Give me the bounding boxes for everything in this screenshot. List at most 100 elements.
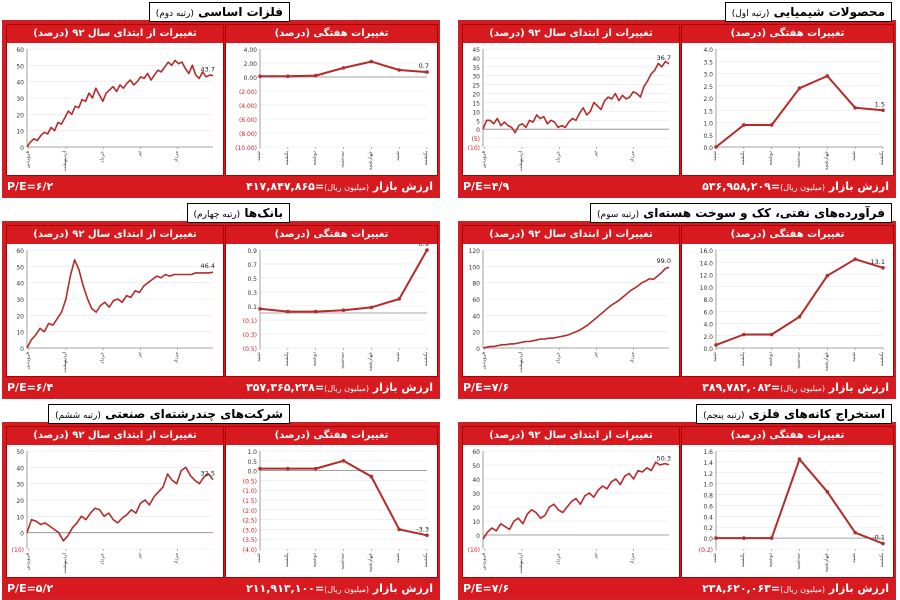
y-tick-label: (0.1): [243, 318, 257, 325]
x-tick-label: مرداد: [174, 352, 180, 364]
y-tick-label: 16.0: [700, 248, 714, 255]
end-value-label: -0.1: [872, 534, 885, 542]
panel-basic-metals: تغییرات از ابتدای سال ۹۲ (درصد) 0 10 20 30 40…: [2, 2, 440, 198]
x-tick-label: مرداد: [174, 151, 180, 163]
panel-footer: P/E=۶/۴ ارزش بازار (میلیون ریال)=۳۵۷,۳۶۵,…: [3, 378, 439, 398]
x-tick-label: یکشنبه: [423, 351, 429, 366]
y-tick-label: (0.5): [243, 478, 257, 485]
data-point: [881, 108, 885, 113]
market-value: ارزش بازار (میلیون ریال)=۲۱۱,۹۱۳,۱۰۰: [246, 579, 433, 600]
data-point: [425, 248, 429, 252]
ytd-chart: تغییرات از ابتدای سال ۹۲ (درصد) 0 20 40 60 80…: [462, 225, 680, 377]
x-tick-label: یکشنبه: [879, 552, 885, 567]
panel-frame: تغییرات از ابتدای سال ۹۲ (درصد) 0 20 40 60 80…: [458, 221, 896, 399]
x-tick-label: یکشنبه: [284, 552, 290, 567]
end-value-label: 13.1: [871, 258, 885, 266]
industry-name: بانک‌ها: [240, 206, 283, 220]
industry-name: فلزات اساسی: [193, 5, 283, 19]
y-tick-label: 0.00: [244, 75, 258, 82]
y-tick-label: 2.0: [703, 96, 713, 103]
y-tick-label: (5): [472, 136, 481, 143]
x-tick-label: اردیبهشت: [62, 553, 68, 574]
y-tick-label: 0.3: [247, 290, 257, 297]
x-tick-label: سه‌شنبه: [796, 151, 802, 168]
y-tick-label: 1.2: [703, 471, 713, 478]
panel-footer: P/E=۶/۲ ارزش بازار (میلیون ریال)=۴۱۷,۸۴۷,…: [3, 177, 439, 197]
data-point: [341, 66, 346, 70]
data-point: [313, 309, 318, 314]
x-tick-label: تیر: [592, 351, 598, 358]
panel-title: فلزات اساسی (رتبه دوم): [148, 2, 290, 22]
data-point: [286, 309, 290, 314]
y-tick-label: (0.2): [699, 547, 713, 554]
industry-name: فرآورده‌های نفتی، کک و سوخت هسته‌ای: [639, 206, 885, 220]
panel-footer: P/E=۵/۲ ارزش بازار (میلیون ریال)=۲۱۱,۹۱۳,…: [3, 579, 439, 599]
x-tick-label: سه‌شنبه: [340, 553, 346, 570]
ytd-chart-header: تغییرات از ابتدای سال ۹۲ (درصد): [463, 226, 679, 244]
ytd-chart-header: تغییرات از ابتدای سال ۹۲ (درصد): [7, 226, 223, 244]
x-tick-label: مرداد: [174, 553, 180, 565]
series-line: [482, 266, 670, 349]
data-point: [313, 73, 318, 78]
market-value-unit: (میلیون ریال): [324, 384, 370, 393]
weekly-chart-header: تغییرات هفتگی (درصد): [226, 427, 437, 445]
y-tick-label: 20: [16, 313, 24, 320]
data-point: [369, 474, 374, 479]
y-tick-label: (10): [468, 145, 480, 152]
y-tick-label: 40: [472, 313, 480, 320]
y-tick-label: (4.00): [239, 103, 257, 110]
market-value-number: =۵۳۶,۹۵۸,۲۰۹: [702, 180, 781, 193]
y-tick-label: 10: [16, 330, 24, 337]
x-tick-label: یکشنبه: [423, 150, 429, 165]
series-line: [26, 466, 214, 542]
end-value-label: 46.4: [201, 262, 215, 270]
ytd-chart-header: تغییرات از ابتدای سال ۹۲ (درصد): [463, 427, 679, 445]
x-tick-label: تیر: [592, 150, 598, 157]
pe-ratio: P/E=۷/۶: [463, 582, 510, 595]
x-tick-label: فروردین: [25, 351, 31, 369]
market-value: ارزش بازار (میلیون ریال)=۲۳۸,۶۲۰,۰۶۳: [702, 579, 889, 600]
end-value-label: 0.7: [419, 62, 429, 70]
x-tick-label: فروردین: [481, 351, 487, 369]
x-tick-label: یکشنبه: [740, 552, 746, 567]
rank-label: (رتبه چهارم): [193, 210, 241, 220]
data-point: [258, 466, 262, 471]
y-tick-label: 60: [16, 47, 24, 54]
y-tick-label: 30: [16, 297, 24, 304]
data-point: [397, 68, 401, 72]
y-tick-label: 0.9: [247, 248, 257, 255]
data-point: [825, 74, 830, 78]
y-tick-label: (10.00): [235, 145, 257, 152]
x-tick-label: چهارشنبه: [367, 151, 373, 170]
chart-ytd: 0 10 20 30 40 50 60 فروردین اردیبهشت خرداد تیر مردا…: [16, 47, 215, 172]
x-tick-label: فروردین: [481, 552, 487, 570]
y-tick-label: 0.4: [703, 514, 713, 521]
y-tick-label: 0.7: [247, 262, 257, 269]
market-value: ارزش بازار (میلیون ریال)=۳۸۹,۷۸۲,۰۸۲: [702, 378, 889, 399]
y-tick-label: 40: [472, 477, 480, 484]
x-tick-label: دوشنبه: [768, 553, 774, 568]
y-tick-label: 30: [472, 74, 480, 81]
y-tick-label: (0.3): [243, 332, 257, 339]
rank-label: (رتبه سوم): [597, 210, 640, 220]
panel-title: شرکت‌های چندرشته‌ای صنعتی (رتبه ششم): [48, 404, 290, 424]
y-tick-label: (2.0): [243, 508, 257, 515]
y-tick-label: 3.5: [703, 59, 713, 66]
chart-weekly: (0.2) 0.0 0.2 0.4 0.6 0.8 1.0 1.2 1.4 1.6 شنبه یکشن…: [699, 449, 885, 572]
market-value-number: =۳۸۹,۷۸۲,۰۸۲: [702, 381, 781, 394]
panel-petroleum: تغییرات از ابتدای سال ۹۲ (درصد) 0 20 40 60 80…: [458, 203, 896, 399]
y-tick-label: 20: [472, 505, 480, 512]
x-tick-label: دوشنبه: [312, 151, 318, 166]
x-tick-label: فروردین: [481, 150, 487, 168]
chart-ytd: 0 10 20 30 40 50 60 فروردین اردیبهشت خرداد تیر مردا…: [16, 248, 215, 373]
x-tick-label: تیر: [136, 552, 142, 559]
y-tick-label: 20: [16, 112, 24, 119]
y-tick-label: 1.6: [703, 449, 713, 456]
x-tick-label: تیر: [136, 351, 142, 358]
y-tick-label: 30: [16, 482, 24, 489]
ytd-chart: تغییرات از ابتدای سال ۹۲ (درصد) 0 10 20 30 40…: [6, 225, 224, 377]
panel-chemical: تغییرات از ابتدای سال ۹۲ (درصد) (10) (5) 0 5…: [458, 2, 896, 198]
x-tick-label: دوشنبه: [312, 553, 318, 568]
data-point: [742, 332, 746, 337]
